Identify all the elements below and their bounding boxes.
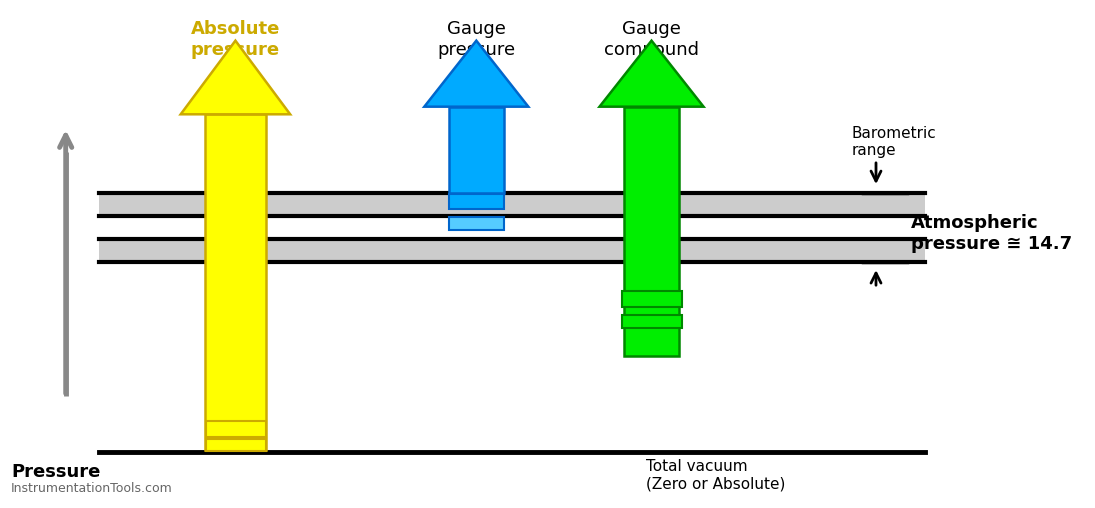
Bar	[206, 114, 266, 450]
Text: Atmospheric
pressure ≅ 14.7: Atmospheric pressure ≅ 14.7	[911, 214, 1072, 253]
Bar	[99, 193, 925, 216]
Bar	[449, 217, 504, 230]
Text: Barometric
range: Barometric range	[852, 126, 936, 158]
Bar	[99, 239, 925, 262]
Bar	[622, 315, 682, 328]
Text: InstrumentationTools.com: InstrumentationTools.com	[11, 482, 173, 495]
Text: Gauge
pressure: Gauge pressure	[437, 20, 516, 59]
Polygon shape	[425, 41, 528, 107]
Text: Absolute
pressure: Absolute pressure	[191, 20, 280, 59]
Bar	[206, 439, 266, 451]
Text: Pressure: Pressure	[11, 463, 101, 482]
Bar	[449, 107, 504, 193]
Bar	[206, 421, 266, 437]
Text: Gauge
compound: Gauge compound	[604, 20, 699, 59]
Bar	[622, 291, 682, 307]
Polygon shape	[181, 41, 290, 114]
Bar	[449, 194, 504, 209]
Bar	[624, 107, 679, 356]
Text: Total vacuum
(Zero or Absolute): Total vacuum (Zero or Absolute)	[646, 459, 785, 491]
Polygon shape	[599, 41, 703, 107]
